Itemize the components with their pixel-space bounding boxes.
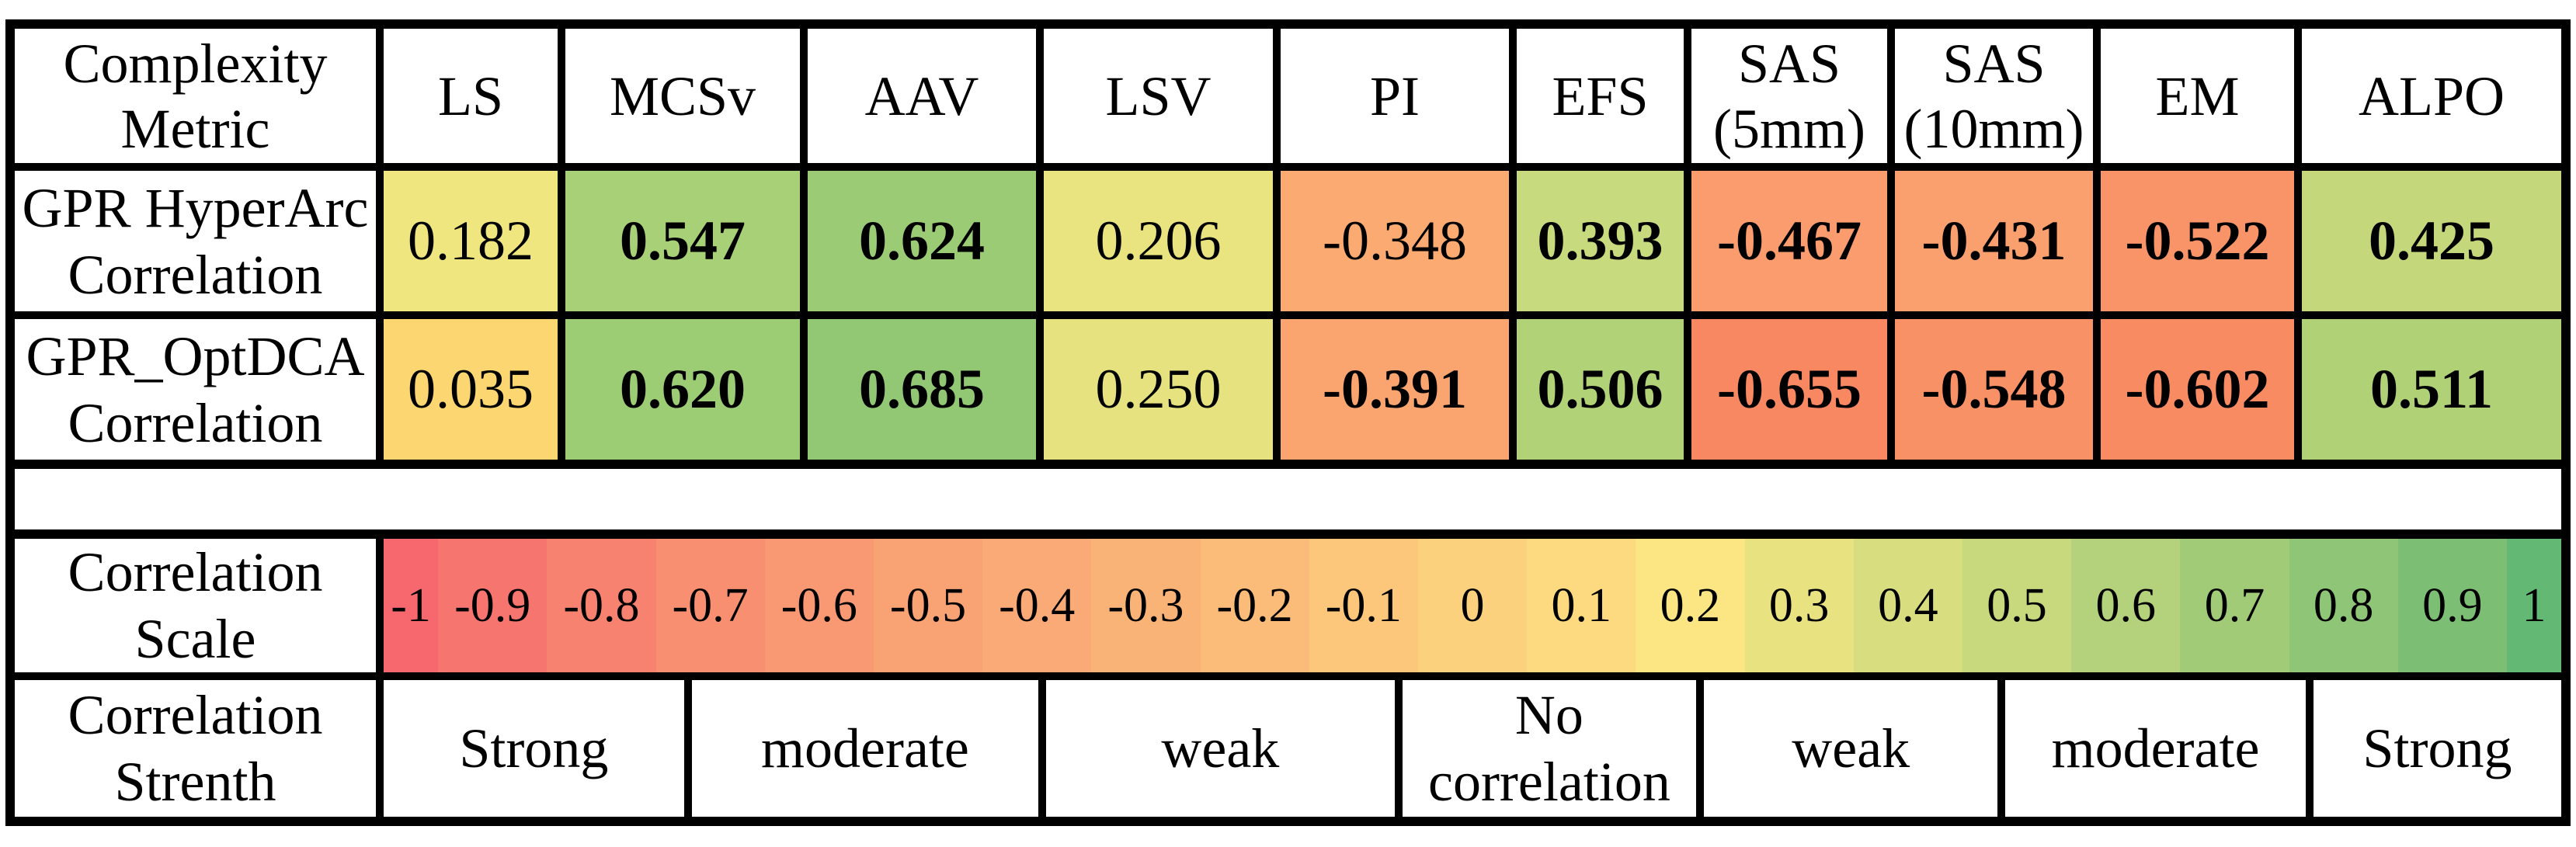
value-cell-pi-row1: -0.348: [1281, 171, 1509, 311]
scale-tick-0-4: 0.4: [1853, 539, 1962, 672]
column-header-ls: LS: [384, 29, 558, 163]
value-cell-aav-row2: 0.685: [808, 319, 1036, 460]
strength-band-0-strong: Strong: [384, 680, 684, 817]
value-cell-lsv-row2: 0.250: [1044, 319, 1273, 460]
scale-tick-0-2: 0.2: [1636, 539, 1745, 672]
value-cell-alpo-row2: 0.511: [2302, 319, 2561, 460]
value-cell-ls-row1: 0.182: [384, 171, 558, 311]
column-header-em: EM: [2101, 29, 2294, 163]
column-header-sas-5mm: SAS (5mm): [1691, 29, 1887, 163]
scale-tick-0-9: -0.9: [438, 539, 548, 672]
scale-tick-0-3: -0.3: [1091, 539, 1201, 672]
value-cell-em-row1: -0.522: [2101, 171, 2294, 311]
value-cell-sas-5mm-row1: -0.467: [1691, 171, 1887, 311]
strength-band-4-weak: weak: [1704, 680, 1998, 817]
scale-tick-1: 1: [2506, 539, 2562, 672]
scale-tick-0-1: 0.1: [1527, 539, 1636, 672]
scale-tick-0-3: 0.3: [1744, 539, 1854, 672]
strength-band-6-strong: Strong: [2313, 680, 2562, 817]
scale-tick-0-8: -0.8: [547, 539, 656, 672]
value-cell-sas-10mm-row1: -0.431: [1895, 171, 2093, 311]
scale-tick-0-5: 0.5: [1962, 539, 2072, 672]
legend-label-correlation-scale: Correlation Scale: [15, 539, 376, 672]
scale-tick-0-4: -0.4: [982, 539, 1092, 672]
column-header-alpo: ALPO: [2302, 29, 2561, 163]
column-header-lsv: LSV: [1044, 29, 1273, 163]
value-cell-efs-row2: 0.506: [1517, 319, 1684, 460]
value-cell-mcsv-row1: 0.547: [565, 171, 800, 311]
scale-tick-0-7: 0.7: [2180, 539, 2289, 672]
value-cell-ls-row2: 0.035: [384, 319, 558, 460]
correlation-table: Complexity Metric LS MCSv AAV LSV PI EFS SAS (…: [5, 19, 2571, 469]
column-header-sas-10mm: SAS (10mm): [1895, 29, 2093, 163]
scale-tick-0-1: -0.1: [1309, 539, 1418, 672]
scale-tick-0-9: 0.9: [2397, 539, 2507, 672]
scale-tick-0-5: -0.5: [873, 539, 983, 672]
value-cell-lsv-row1: 0.206: [1044, 171, 1273, 311]
value-cell-sas-5mm-row2: -0.655: [1691, 319, 1887, 460]
legend-table: Correlation Scale -1 -0.9 -0.8 -0.7 -0.6 -0.5…: [5, 529, 2571, 826]
value-cell-aav-row1: 0.624: [808, 171, 1036, 311]
scale-tick-0-6: -0.6: [764, 539, 874, 672]
scale-tick-0-6: 0.6: [2071, 539, 2181, 672]
scale-tick-0-2: -0.2: [1200, 539, 1309, 672]
column-header-aav: AAV: [808, 29, 1036, 163]
column-header-mcsv: MCSv: [565, 29, 800, 163]
legend-label-correlation-strength: Correlation Strenth: [15, 680, 376, 817]
value-cell-mcsv-row2: 0.620: [565, 319, 800, 460]
column-header-pi: PI: [1281, 29, 1509, 163]
table-stack: Complexity Metric LS MCSv AAV LSV PI EFS SAS (…: [5, 19, 2571, 826]
row-label-gpr-optdca-correlation: GPR_OptDCA Correlation: [15, 319, 376, 460]
strength-band-1-moderate: moderate: [691, 680, 1039, 817]
row-label-gpr-hyperarc-correlation: GPR HyperArc Correlation: [15, 171, 376, 311]
corner-header-complexity-metric: Complexity Metric: [15, 29, 376, 163]
scale-tick-0-7: -0.7: [655, 539, 765, 672]
strength-band-3-no-correlation: No correlation: [1402, 680, 1697, 817]
strength-band-2-weak: weak: [1046, 680, 1395, 817]
value-cell-em-row2: -0.602: [2101, 319, 2294, 460]
value-cell-pi-row2: -0.391: [1281, 319, 1509, 460]
value-cell-alpo-row1: 0.425: [2302, 171, 2561, 311]
correlation-strength-bands: Strong moderate weak No correlation weak mode…: [384, 680, 2562, 817]
correlation-color-scale: -1 -0.9 -0.8 -0.7 -0.6 -0.5 -0.4 -0.3 -0.2 -0.1 0 0…: [384, 539, 2562, 672]
value-cell-sas-10mm-row2: -0.548: [1895, 319, 2093, 460]
spacer-row: [5, 469, 2571, 529]
strength-band-5-moderate: moderate: [2005, 680, 2306, 817]
scale-tick-0-8: 0.8: [2289, 539, 2398, 672]
value-cell-efs-row1: 0.393: [1517, 171, 1684, 311]
scale-tick-0: 0: [1417, 539, 1528, 672]
column-header-efs: EFS: [1517, 29, 1684, 163]
scale-tick-1: -1: [384, 539, 439, 672]
